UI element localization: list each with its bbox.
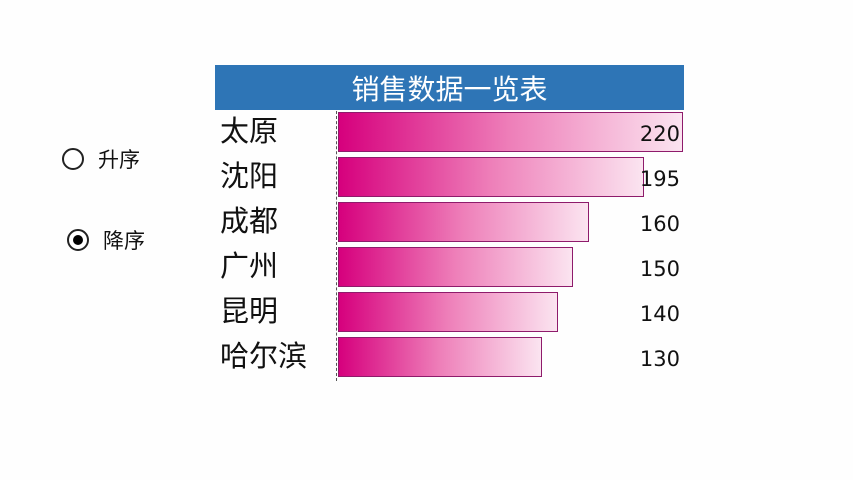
- radio-circle[interactable]: [62, 148, 84, 170]
- data-label: 140: [639, 302, 680, 326]
- category-label: 沈阳: [220, 159, 279, 193]
- category-label: 太原: [220, 114, 279, 148]
- bar: [338, 202, 589, 242]
- data-label: 195: [639, 167, 680, 191]
- sort-ascending-radio[interactable]: 升序: [62, 144, 140, 174]
- data-label: 150: [639, 257, 680, 281]
- chart-title: 销售数据一览表: [215, 65, 684, 110]
- category-label: 广州: [220, 249, 279, 283]
- radio-circle[interactable]: [67, 229, 89, 251]
- bar: [338, 247, 573, 287]
- category-label: 昆明: [220, 294, 279, 328]
- category-axis-line: [336, 111, 337, 381]
- data-label: 220: [639, 122, 680, 146]
- category-label: 哈尔滨: [220, 339, 308, 373]
- sort-ascending-label: 升序: [98, 148, 140, 172]
- data-label: 130: [639, 347, 680, 371]
- data-label: 160: [639, 212, 680, 236]
- sort-descending-radio[interactable]: 降序: [67, 225, 145, 255]
- category-label: 成都: [220, 204, 279, 238]
- bar: [338, 337, 542, 377]
- sort-descending-label: 降序: [103, 229, 145, 253]
- bar: [338, 292, 558, 332]
- bar: [338, 157, 644, 197]
- bar: [338, 112, 683, 152]
